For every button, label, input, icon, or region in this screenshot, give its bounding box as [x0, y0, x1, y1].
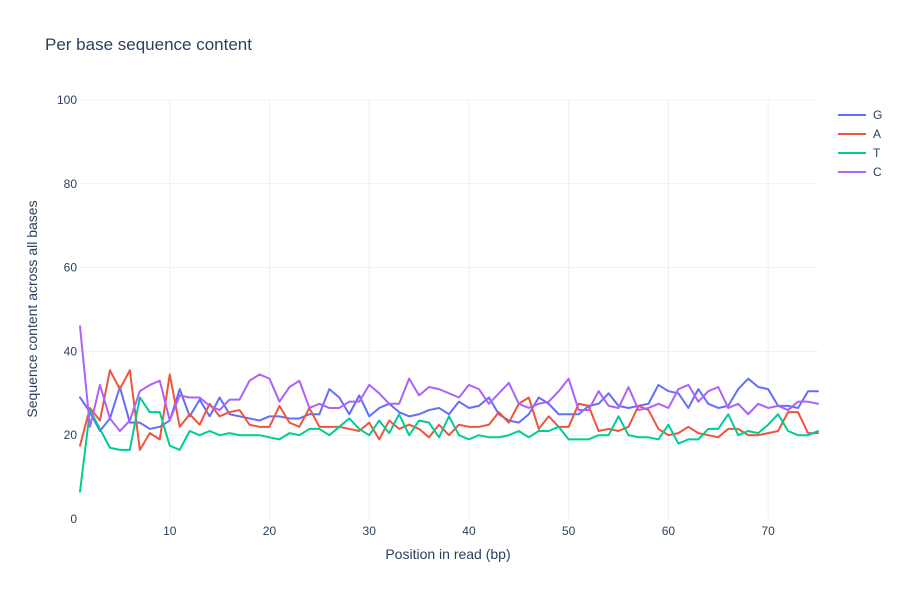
- y-tick-label: 20: [64, 428, 78, 442]
- chart-title: Per base sequence content: [45, 35, 252, 54]
- y-tick-label: 40: [64, 344, 78, 358]
- x-tick-label: 10: [163, 524, 177, 538]
- legend-label: T: [873, 146, 881, 160]
- series-line-T[interactable]: [79, 396, 819, 493]
- y-tick-label: 60: [64, 261, 78, 275]
- legend-item-A[interactable]: A: [838, 127, 881, 141]
- y-tick-label: 0: [70, 512, 77, 526]
- series-line-C[interactable]: [79, 325, 819, 433]
- x-tick-label: 20: [263, 524, 277, 538]
- y-axis-title: Sequence content across all bases: [24, 200, 40, 417]
- legend-label: A: [873, 127, 881, 141]
- series-layer: [79, 325, 819, 493]
- x-tick-label: 50: [562, 524, 576, 538]
- x-axis-title: Position in read (bp): [385, 546, 510, 562]
- tick-layer: 0 20 40 60 80 100 10 20 30 40 50 60 70: [57, 93, 775, 538]
- legend-item-T[interactable]: T: [838, 146, 881, 160]
- x-tick-label: 40: [462, 524, 476, 538]
- legend-label: G: [873, 108, 882, 122]
- grid-layer: [80, 99, 818, 519]
- legend-item-G[interactable]: G: [838, 108, 882, 122]
- series-line-A[interactable]: [79, 369, 819, 451]
- y-tick-label: 80: [64, 177, 78, 191]
- legend-item-C[interactable]: C: [838, 165, 882, 179]
- x-tick-label: 30: [363, 524, 377, 538]
- x-tick-label: 60: [662, 524, 676, 538]
- x-tick-label: 70: [761, 524, 775, 538]
- y-tick-label: 100: [57, 93, 77, 107]
- legend-label: C: [873, 165, 882, 179]
